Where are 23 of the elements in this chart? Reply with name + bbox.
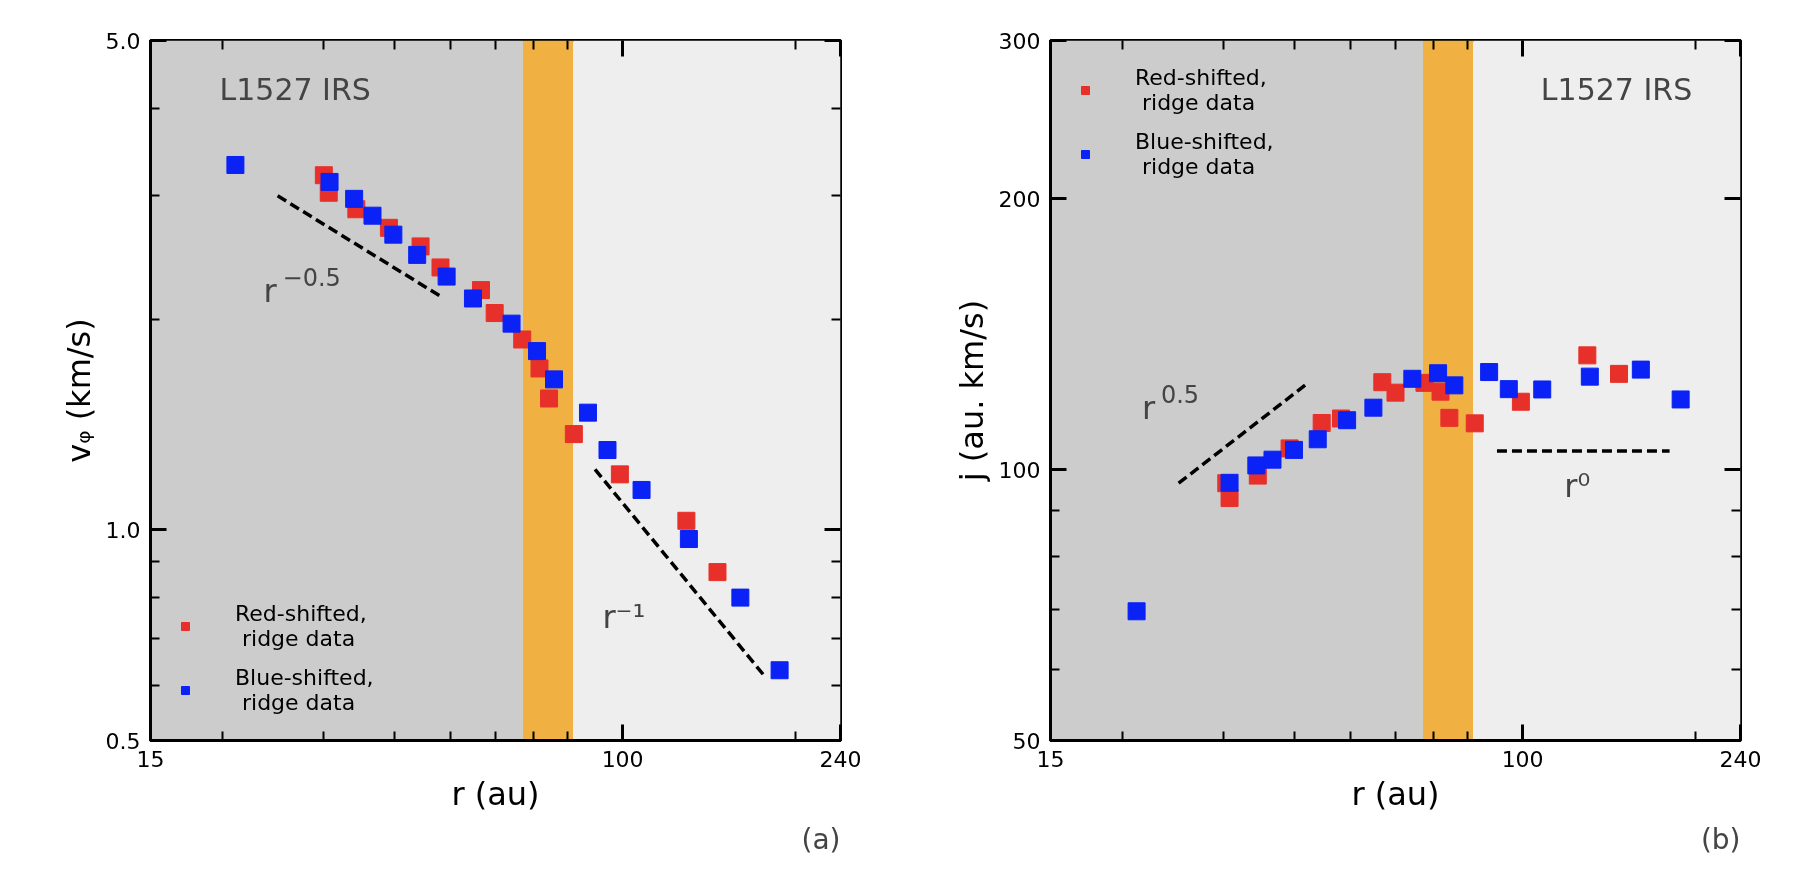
y-tick-label: 300 (998, 28, 1041, 54)
annotation: L1527 IRS (1540, 72, 1693, 107)
x-tick-label: 100 (1501, 746, 1544, 772)
series-label: r⁻¹ (602, 598, 646, 637)
x-axis-title: r (au) (1351, 774, 1440, 813)
y-tick-label: 100 (998, 457, 1041, 483)
x-tick-label: 100 (601, 746, 644, 772)
y-tick-label: 200 (998, 186, 1041, 212)
y-axis-title: j (au. km/s) (952, 299, 991, 483)
legend-label: Blue-shifted, ridge data (235, 665, 374, 715)
legend-label: Blue-shifted, ridge data (1135, 129, 1274, 179)
text: (b) (1700, 822, 1741, 856)
text: (a) (801, 822, 841, 856)
x-tick-label: 240 (1719, 746, 1762, 772)
x-tick-label: 240 (819, 746, 862, 772)
y-tick-label: 5.0 (105, 28, 141, 54)
legend-label: Red-shifted, ridge data (235, 601, 367, 651)
legend-label: Red-shifted, ridge data (1135, 65, 1267, 115)
annotation: L1527 IRS (219, 72, 371, 107)
series-label: r⁰ (1564, 467, 1591, 506)
x-axis-title: r (au) (451, 774, 540, 813)
y-axis-title: vᵩ (km/s) (59, 318, 98, 463)
y-tick-label: 1.0 (105, 517, 141, 543)
